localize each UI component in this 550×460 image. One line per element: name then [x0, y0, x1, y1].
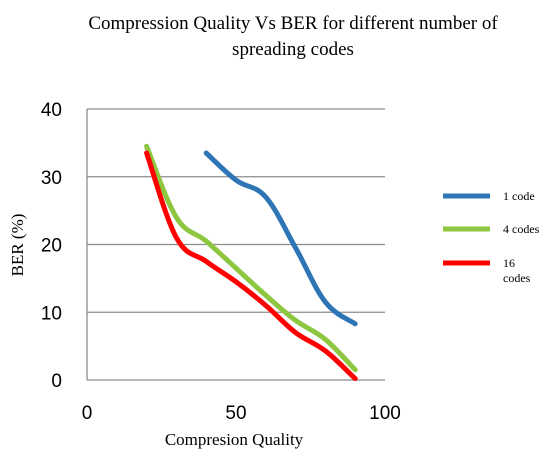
- legend-label: 4 codes: [503, 222, 540, 236]
- chart-title-line: Compression Quality Vs BER for different…: [88, 13, 498, 34]
- series-line-3: [144, 150, 358, 382]
- legend-label: 16 codes: [503, 256, 531, 285]
- series-line-2: [144, 143, 358, 373]
- x-tick-label: 50: [225, 403, 246, 424]
- x-tick-label: 100: [369, 403, 401, 424]
- series-lines: [144, 143, 358, 382]
- series-line-1: [203, 150, 358, 327]
- chart-title: Compression Quality Vs BER for different…: [88, 13, 498, 60]
- y-tick-labels: 0 10 20 30 40: [41, 100, 62, 392]
- y-axis-label: BER (%): [8, 214, 27, 277]
- x-axis-label: Compresion Quality: [165, 430, 304, 449]
- y-tick-label: 0: [51, 371, 62, 392]
- x-tick-label: 0: [82, 403, 93, 424]
- gridlines: [87, 108, 385, 381]
- legend: 1 code 4 codes 16 codes: [443, 189, 540, 285]
- y-tick-label: 40: [41, 100, 62, 121]
- y-tick-label: 20: [41, 236, 62, 257]
- y-tick-label: 10: [41, 303, 62, 324]
- y-tick-label: 30: [41, 168, 62, 189]
- legend-label: 1 code: [503, 189, 535, 203]
- chart-title-line: spreading codes: [232, 39, 354, 60]
- x-tick-labels: 0 50 100: [82, 403, 401, 424]
